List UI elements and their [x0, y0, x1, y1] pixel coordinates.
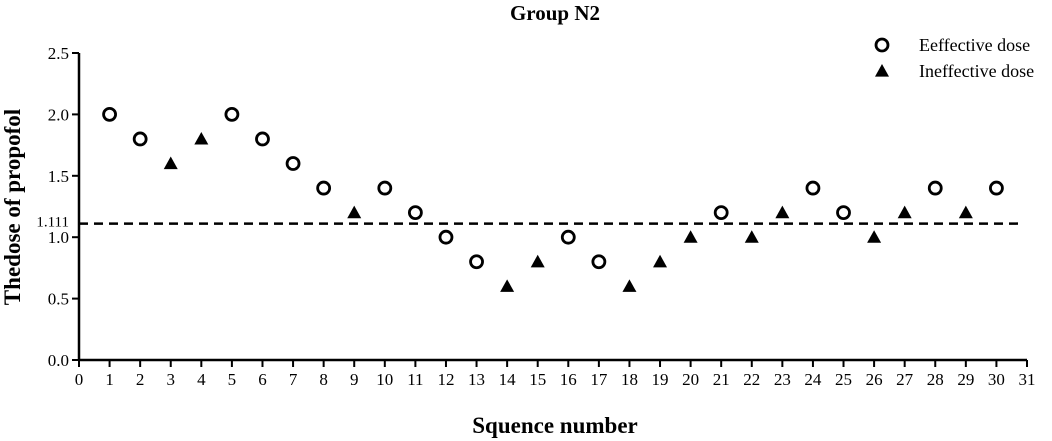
- reference-line-label: 1.111: [36, 215, 69, 231]
- x-tick-label: 9: [350, 370, 359, 389]
- x-tick-label: 14: [499, 370, 517, 389]
- x-tick-label: 28: [927, 370, 944, 389]
- x-tick-label: 25: [835, 370, 852, 389]
- effective-dose-point: [407, 205, 423, 221]
- effective-dose-point: [805, 180, 821, 196]
- y-tick-label: 1.5: [48, 167, 69, 186]
- effective-dose-point: [377, 180, 393, 196]
- x-tick-label: 18: [621, 370, 638, 389]
- chart-title: Group N2: [510, 1, 600, 25]
- ineffective-dose-point: [897, 205, 912, 219]
- ineffective-dose-point: [500, 279, 515, 292]
- x-tick-label: 3: [166, 370, 175, 389]
- ineffective-dose-point: [867, 230, 882, 243]
- y-tick-label: 2.5: [48, 44, 69, 63]
- x-tick-label: 20: [682, 370, 699, 389]
- x-tick-label: 26: [866, 370, 883, 389]
- x-tick-label: 2: [136, 370, 145, 389]
- x-tick-label: 23: [774, 370, 791, 389]
- legend-label: Ineffective dose: [919, 61, 1034, 81]
- ineffective-dose-point: [683, 230, 698, 243]
- effective-dose-point: [255, 131, 270, 147]
- x-tick-label: 21: [713, 370, 730, 389]
- x-tick-label: 15: [529, 370, 546, 389]
- x-tick-label: 10: [376, 370, 393, 389]
- x-tick-label: 29: [957, 370, 974, 389]
- y-tick-label: 0.5: [48, 290, 69, 309]
- x-axis-title: Squence number: [472, 413, 638, 438]
- ineffective-dose-point: [194, 131, 209, 145]
- reference-line-group: 1.111: [36, 215, 1019, 231]
- y-axis-title: Thedose of propofol: [0, 109, 25, 305]
- x-tick-label: 30: [988, 370, 1005, 389]
- x-tick-label: 8: [319, 370, 328, 389]
- x-tick-label: 4: [197, 370, 206, 389]
- x-tick-label: 27: [896, 370, 914, 389]
- x-tick-label: 13: [468, 370, 485, 389]
- x-tick-label: 22: [743, 370, 760, 389]
- y-tick-label: 1.0: [48, 228, 69, 247]
- ineffective-dose-point: [163, 156, 178, 170]
- ineffective-dose-point: [775, 205, 790, 219]
- ineffective-dose-point: [958, 205, 973, 219]
- legend-circle-icon: [874, 37, 890, 53]
- ineffective-dose-point: [744, 230, 759, 243]
- ineffective-dose-point: [530, 254, 545, 268]
- effective-dose-point: [836, 205, 851, 221]
- axes: 0.00.51.01.52.02.50 1 2 3 4 5 6 7 8 9 10 11 12 13 14 15…: [48, 44, 1036, 389]
- ineffective-dose-point: [622, 279, 637, 292]
- x-tick-label: 24: [804, 370, 822, 389]
- effective-dose-point: [285, 156, 301, 171]
- legend: Eeffective dose Ineffective dose: [874, 35, 1034, 81]
- x-tick-label: 12: [437, 370, 454, 389]
- x-tick-label: 16: [560, 370, 577, 389]
- ineffective-dose-point: [653, 254, 668, 268]
- data-marks: [102, 107, 1004, 292]
- effective-dose-point: [927, 180, 943, 196]
- x-tick-label: 5: [228, 370, 237, 389]
- x-tick-label: 7: [289, 370, 298, 389]
- x-tick-label: 17: [590, 370, 608, 389]
- legend-label: Eeffective dose: [919, 35, 1030, 55]
- effective-dose-point: [316, 180, 332, 196]
- effective-dose-point: [560, 229, 576, 245]
- effective-dose-point: [438, 229, 454, 245]
- x-tick-label: 6: [258, 370, 267, 389]
- effective-dose-point: [713, 205, 729, 221]
- series-2: [163, 131, 973, 292]
- y-tick-label: 0.0: [48, 351, 69, 370]
- x-tick-label: 11: [407, 370, 423, 389]
- effective-dose-point: [469, 254, 484, 270]
- x-tick-label: 19: [652, 370, 669, 389]
- ineffective-dose-point: [347, 205, 362, 219]
- series-1: [102, 107, 1004, 270]
- effective-dose-point: [224, 107, 240, 122]
- y-tick-label: 2.0: [48, 105, 69, 124]
- x-tick-label: 31: [1019, 370, 1036, 389]
- x-tick-label: 1: [105, 370, 114, 389]
- effective-dose-point: [591, 254, 607, 270]
- effective-dose-point: [132, 131, 148, 147]
- x-tick-label: 0: [75, 370, 84, 389]
- effective-dose-point: [989, 180, 1004, 196]
- legend-triangle-icon: [875, 64, 889, 77]
- effective-dose-point: [102, 107, 117, 122]
